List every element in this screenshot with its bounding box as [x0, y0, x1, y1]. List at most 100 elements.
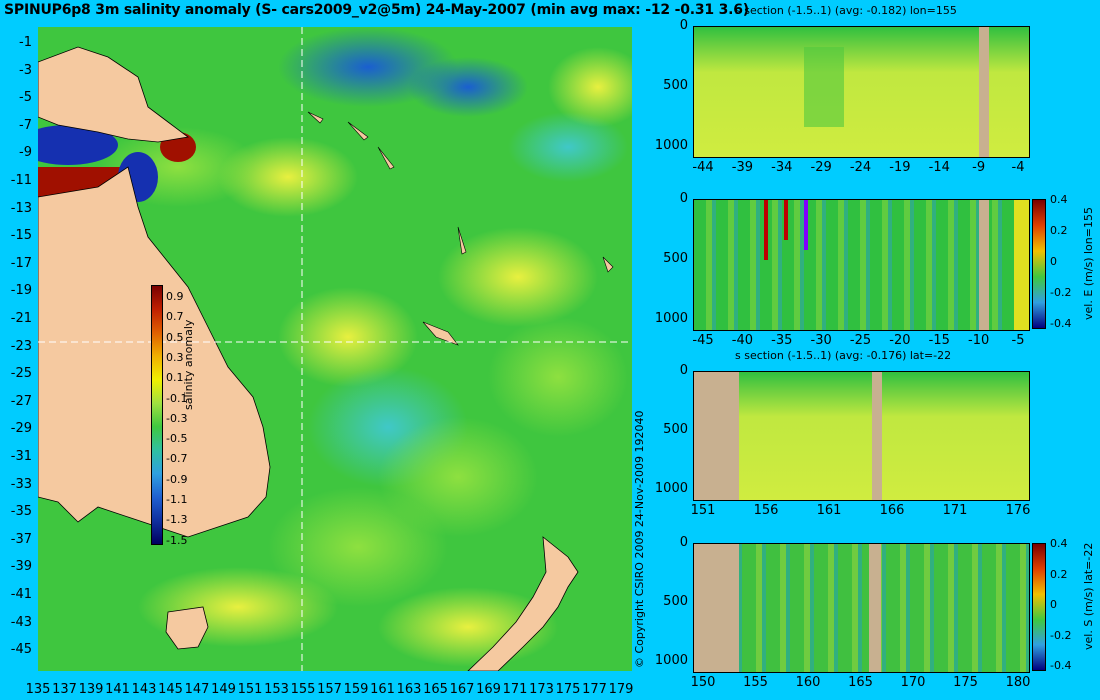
- panel4-label: vel. S (m/s) lat=-22: [1082, 542, 1095, 650]
- section-panel-3: [693, 371, 1030, 501]
- map-y-tick: -37: [10, 531, 32, 547]
- panel-y-tick: 500: [663, 594, 688, 609]
- map-x-tick: 147: [184, 682, 210, 697]
- panel-x-tick: -34: [771, 160, 793, 175]
- velocity-colorbar-tick: 0.2: [1050, 567, 1068, 581]
- panel1-title: s section (-1.5..1) (avg: -0.182) lon=15…: [735, 4, 957, 17]
- map-y-tick: -45: [10, 642, 32, 658]
- colorbar-label: salinity anomaly: [182, 319, 195, 410]
- velocity-colorbar-tick: 0.4: [1050, 537, 1068, 550]
- panel-y-tick: 0: [679, 363, 688, 378]
- map-y-tick: -7: [19, 117, 32, 133]
- velocity-colorbar-1: [1032, 199, 1046, 329]
- copyright-notice: © Copyright CSIRO 2009 24-Nov-2009 19204…: [633, 410, 646, 668]
- panel-y-tick: 0: [679, 18, 688, 33]
- map-y-tick: -33: [10, 476, 32, 492]
- colorbar-tick: -0.1: [166, 391, 188, 405]
- map-y-tick: -23: [10, 338, 32, 354]
- panel-y-tick: 500: [663, 78, 688, 93]
- section-panel-2: [693, 199, 1030, 331]
- panel-x-tick: 160: [795, 675, 821, 690]
- map-y-tick: -3: [19, 62, 32, 78]
- velocity-colorbar-tick: 0: [1050, 255, 1057, 268]
- panel-x-tick: 155: [743, 675, 768, 690]
- panel-x-tick: -24: [849, 160, 872, 175]
- map-x-tick: 177: [582, 682, 607, 697]
- map-y-tick: -15: [10, 228, 32, 244]
- panel-x-tick: -10: [968, 333, 990, 348]
- colorbar-tick: 0.3: [166, 350, 184, 364]
- panel-x-tick: -39: [731, 160, 753, 175]
- map-x-tick: 173: [529, 682, 554, 697]
- map-y-tick: -39: [10, 559, 32, 575]
- panel-y-tick: 1000: [654, 138, 688, 153]
- velocity-colorbar-tick: 0.2: [1050, 224, 1068, 237]
- panel-x-tick: -19: [889, 160, 911, 175]
- map-x-tick: 171: [502, 682, 528, 697]
- map-x-tick: 159: [343, 682, 369, 697]
- colorbar-tick: -0.9: [166, 472, 188, 486]
- map-x-tick: 149: [211, 682, 236, 697]
- panel-y-tick: 500: [663, 422, 688, 437]
- panel-x-tick: 176: [1005, 503, 1031, 518]
- map-y-tick: -5: [19, 90, 32, 106]
- salinity-colorbar: [151, 285, 163, 545]
- map-x-tick: 161: [370, 682, 395, 697]
- map-x-tick: 155: [290, 682, 316, 697]
- map-y-tick: -11: [10, 173, 32, 188]
- figure-title: SPINUP6p8 3m salinity anomaly (S- cars20…: [4, 2, 750, 18]
- map-y-tick: -31: [10, 449, 32, 464]
- salinity-map: [38, 27, 632, 671]
- panel-x-tick: 156: [753, 503, 779, 518]
- colorbar-tick: -0.3: [166, 411, 188, 425]
- panel-x-tick: -9: [972, 160, 986, 175]
- panel-y-tick: 1000: [654, 653, 688, 668]
- panel-x-tick: 161: [816, 503, 842, 518]
- panel-x-tick: 171: [942, 503, 968, 518]
- colorbar-tick: 0.7: [166, 310, 184, 324]
- map-x-tick: 175: [555, 682, 581, 697]
- colorbar-tick: -1.3: [166, 513, 188, 527]
- panel-x-tick: 170: [900, 675, 926, 690]
- map-y-tick: -19: [10, 283, 32, 299]
- velocity-colorbar-tick: 0.4: [1050, 193, 1068, 206]
- colorbar-tick: -1.1: [166, 493, 188, 506]
- colorbar-tick: -0.5: [166, 432, 188, 446]
- colorbar-tick: -1.5: [166, 533, 188, 547]
- velocity-colorbar-tick: -0.4: [1050, 317, 1072, 330]
- panel3-title: s section (-1.5..1) (avg: -0.176) lat=-2…: [735, 349, 952, 362]
- section-panel-1: [693, 26, 1030, 158]
- map-y-tick: -27: [10, 393, 32, 409]
- panel-x-tick: 166: [879, 503, 905, 518]
- section-panel-4: [693, 543, 1030, 673]
- map-x-tick: 165: [423, 682, 448, 697]
- panel-x-tick: 150: [690, 675, 716, 690]
- colorbar-tick: 0.9: [166, 290, 184, 303]
- panel-x-tick: -14: [928, 160, 950, 175]
- panel-x-tick: -15: [928, 333, 950, 348]
- map-x-tick: 167: [449, 682, 475, 697]
- map-x-tick: 169: [476, 682, 501, 697]
- map-y-tick: -13: [10, 200, 32, 216]
- panel-y-tick: 1000: [654, 311, 688, 326]
- panel-x-tick: 151: [690, 503, 716, 518]
- map-y-tick: -1: [19, 35, 32, 50]
- panel-x-tick: -30: [810, 333, 832, 348]
- panel-x-tick: -20: [889, 333, 911, 348]
- panel-x-tick: -25: [849, 333, 872, 348]
- panel-x-tick: -44: [692, 160, 714, 175]
- map-x-tick: 163: [396, 682, 422, 697]
- map-x-tick: 139: [78, 682, 104, 697]
- velocity-colorbar-tick: 0: [1050, 598, 1057, 611]
- panel-y-tick: 500: [663, 251, 688, 266]
- panel-x-tick: -35: [771, 333, 793, 348]
- map-y-tick: -35: [10, 504, 32, 520]
- map-x-tick: 141: [105, 682, 130, 697]
- panel-x-tick: -40: [731, 333, 753, 348]
- colorbar-tick: 0.1: [166, 371, 184, 385]
- velocity-colorbar-tick: -0.4: [1050, 659, 1072, 672]
- panel-y-tick: 0: [679, 191, 688, 206]
- map-y-tick: -43: [10, 614, 32, 630]
- panel-x-tick: -29: [810, 160, 832, 175]
- panel-y-tick: 0: [679, 535, 688, 550]
